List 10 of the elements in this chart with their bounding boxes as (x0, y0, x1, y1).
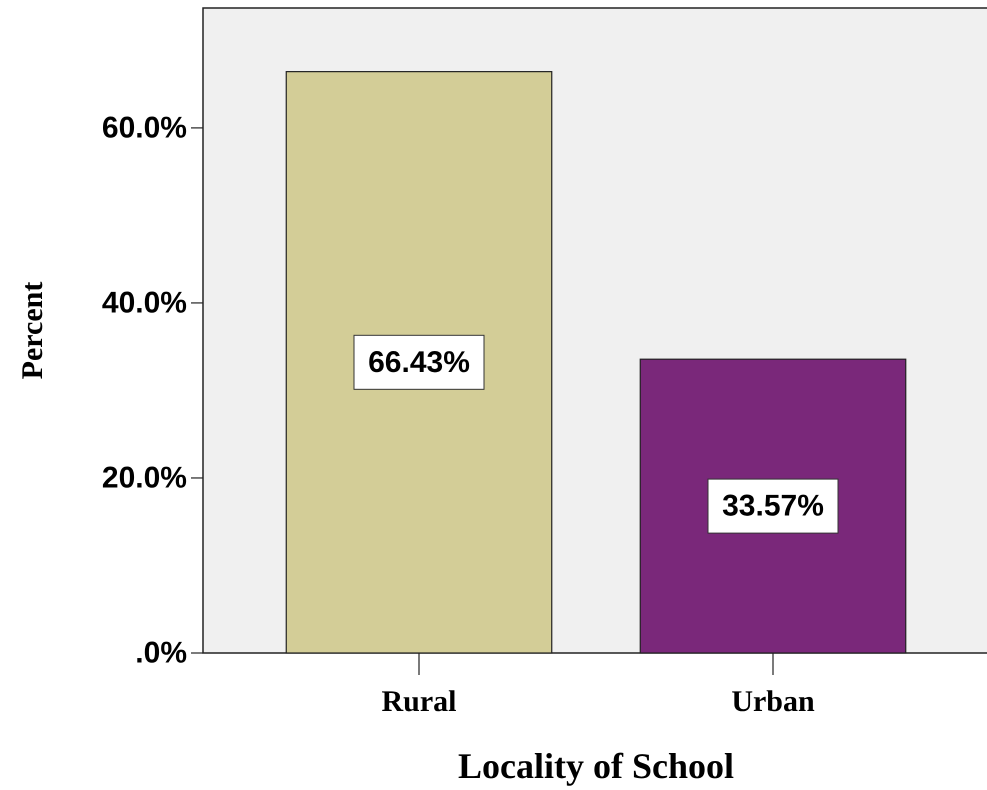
data-label: 33.57% (722, 490, 824, 523)
x-tick-label: Rural (382, 685, 456, 718)
y-tick-label: 20.0% (102, 461, 187, 494)
data-label: 66.43% (368, 346, 470, 379)
y-tick-label: .0% (135, 636, 187, 670)
x-tick-label: Urban (731, 685, 815, 718)
y-axis-title: Percent (16, 282, 49, 380)
x-axis-title: Locality of School (458, 746, 734, 786)
y-tick-label: 60.0% (102, 111, 187, 144)
y-tick-label: 40.0% (102, 286, 187, 320)
